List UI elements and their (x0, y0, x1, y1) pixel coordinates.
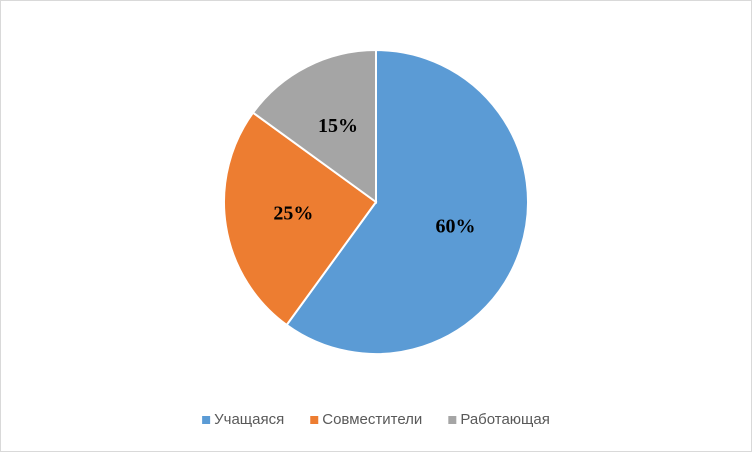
legend-marker (202, 416, 211, 424)
value-label: 15% (318, 115, 358, 137)
pie-slice (223, 111, 378, 327)
value-label: 25% (273, 203, 313, 225)
legend-marker (310, 416, 319, 424)
legend-label: Учащаяся (214, 411, 284, 428)
pie-slice (251, 48, 377, 204)
value-label: 60% (436, 215, 476, 237)
legend-label: Совместители (322, 411, 422, 428)
legend-label: Работающая (460, 411, 550, 428)
legend-marker (448, 416, 457, 424)
pie-slice (285, 48, 529, 355)
